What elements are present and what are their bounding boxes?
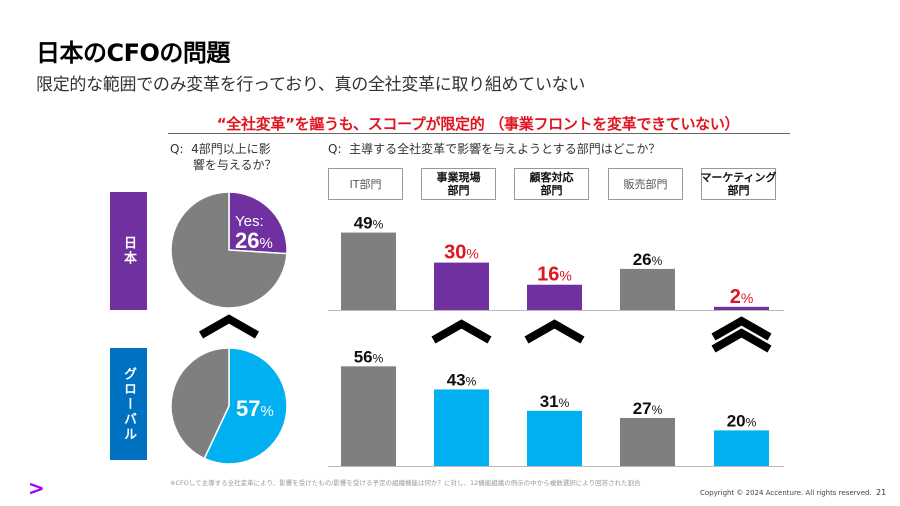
pie-slice-yes — [203, 347, 288, 465]
category-header-label: 事業現場 部門 — [436, 171, 481, 197]
japan-bar — [341, 232, 396, 310]
single-chevron-up-icon — [431, 319, 492, 344]
category-header: IT部門 — [328, 168, 403, 200]
page-subtitle: 限定的な範囲でのみ変革を行っており、真の全社変革に取り組めていない — [36, 75, 586, 95]
global-bar-label: 27% — [633, 399, 663, 418]
page-title: 日本のCFOの問題 — [36, 39, 230, 67]
single-chevron-up-icon — [199, 314, 259, 339]
japan-bar-label: 30% — [444, 242, 479, 264]
category-header-label: 販売部門 — [623, 177, 668, 191]
double-chevron-up-icon — [711, 316, 772, 341]
global-bar-label: 56% — [354, 347, 384, 366]
category-header-label: 顧客対応 部門 — [529, 171, 574, 197]
global-bar — [620, 417, 675, 466]
pie-slice-no — [170, 347, 230, 460]
question-pie-line1: Q: 4部門以上に影 — [170, 142, 271, 156]
region-label-japan: 日本 — [110, 192, 147, 310]
global-bar-label: 20% — [727, 411, 757, 430]
question-bars: Q: 主導する全社変革で影響を与えようとする部門はどこか？ — [328, 142, 661, 156]
headline: “全社変革”を謳うも、スコープが限定的 （事業フロントを変革できていない） — [216, 115, 740, 133]
japan-bar — [714, 306, 769, 310]
pie-slice-no — [170, 191, 288, 309]
pie-slice-yes — [228, 191, 288, 255]
japan-bar — [527, 284, 582, 310]
global-bar — [341, 366, 396, 466]
japan-bar-label: 26% — [633, 250, 663, 269]
pie-data-label: 57% — [236, 396, 274, 421]
headline-divider — [168, 133, 790, 134]
japan-bar-label: 2% — [730, 286, 754, 308]
copyright: Copyright © 2024 Accenture. All rights r… — [700, 489, 872, 497]
category-header: 事業現場 部門 — [421, 168, 496, 200]
category-header: 販売部門 — [608, 168, 683, 200]
accenture-logo-icon: > — [28, 476, 45, 500]
single-chevron-up-icon — [524, 319, 585, 344]
global-bar — [527, 410, 582, 466]
pie-data-label: 26% — [235, 228, 273, 253]
question-pie: Q: 4部門以上に影 響を与えるか？ — [170, 141, 320, 173]
global-bar-label: 31% — [540, 392, 570, 411]
pie-data-label-prefix: Yes: — [235, 213, 264, 230]
page-number: 21 — [876, 488, 887, 497]
category-header: 顧客対応 部門 — [514, 168, 589, 200]
japan-bar — [620, 268, 675, 310]
double-chevron-up-icon — [711, 328, 772, 353]
category-header-label: IT部門 — [349, 177, 382, 191]
japan-bar-label: 49% — [354, 214, 384, 233]
category-header: マーケティング 部門 — [700, 168, 777, 200]
category-header-label: マーケティング 部門 — [700, 171, 777, 197]
question-pie-line2: 響を与えるか？ — [170, 158, 277, 172]
global-bar — [434, 389, 489, 466]
footnote: ※CFOして主導する全社変革により、影響を受けたもの/影響を受ける予定の組織機能… — [170, 479, 641, 487]
global-bar — [714, 430, 769, 466]
japan-bar — [434, 262, 489, 310]
japan-bar-label: 16% — [537, 264, 572, 286]
region-label-global: グローバル — [110, 348, 147, 460]
global-bar-label: 43% — [447, 370, 477, 389]
